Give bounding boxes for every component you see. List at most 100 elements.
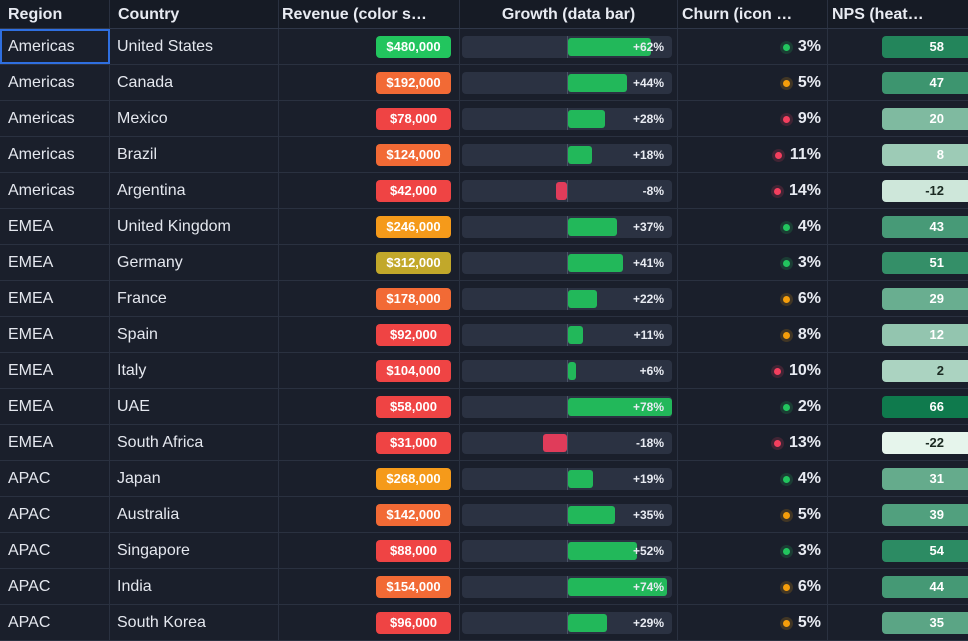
cell-growth[interactable]: -18% <box>460 425 678 460</box>
cell-region[interactable]: EMEA <box>0 245 110 280</box>
column-header-nps[interactable]: NPS (heat… <box>832 6 924 23</box>
cell-churn[interactable]: 14% <box>678 173 828 208</box>
column-header-churn[interactable]: Churn (icon … <box>678 0 828 28</box>
cell-country[interactable]: Brazil <box>110 137 279 172</box>
cell-revenue[interactable]: $31,000 <box>279 425 460 460</box>
cell-churn[interactable]: 11% <box>678 137 828 172</box>
cell-churn[interactable]: 8% <box>678 317 828 352</box>
cell-nps[interactable]: 12 <box>828 317 968 352</box>
cell-churn[interactable]: 10% <box>678 353 828 388</box>
cell-revenue[interactable]: $104,000 <box>279 353 460 388</box>
cell-revenue[interactable]: $268,000 <box>279 461 460 496</box>
table-row[interactable]: EMEA Germany $312,000 +41% 3% 51 <box>0 245 968 281</box>
cell-region[interactable]: EMEA <box>0 317 110 352</box>
cell-region[interactable]: APAC <box>0 605 110 640</box>
cell-region[interactable]: Americas <box>0 65 110 100</box>
cell-churn[interactable]: 13% <box>678 425 828 460</box>
cell-region[interactable]: APAC <box>0 533 110 568</box>
cell-country[interactable]: Italy <box>110 353 279 388</box>
cell-growth[interactable]: +22% <box>460 281 678 316</box>
cell-revenue[interactable]: $192,000 <box>279 65 460 100</box>
column-header-region[interactable]: Region <box>0 0 110 28</box>
cell-nps[interactable]: 51 <box>828 245 968 280</box>
cell-country[interactable]: Japan <box>110 461 279 496</box>
cell-country[interactable]: India <box>110 569 279 604</box>
cell-country[interactable]: Canada <box>110 65 279 100</box>
cell-growth[interactable]: +6% <box>460 353 678 388</box>
cell-revenue[interactable]: $246,000 <box>279 209 460 244</box>
table-row[interactable]: EMEA United Kingdom $246,000 +37% 4% 43 <box>0 209 968 245</box>
table-row[interactable]: APAC India $154,000 +74% 6% 44 <box>0 569 968 605</box>
cell-revenue[interactable]: $480,000 <box>279 29 460 64</box>
cell-region[interactable]: Americas <box>0 173 110 208</box>
column-header-growth[interactable]: Growth (data bar) <box>460 0 678 28</box>
cell-nps[interactable]: 58 <box>828 29 968 64</box>
cell-region[interactable]: EMEA <box>0 389 110 424</box>
table-row[interactable]: Americas Brazil $124,000 +18% 11% 8 <box>0 137 968 173</box>
cell-revenue[interactable]: $78,000 <box>279 101 460 136</box>
cell-growth[interactable]: +28% <box>460 101 678 136</box>
cell-nps[interactable]: 2 <box>828 353 968 388</box>
cell-nps[interactable]: 29 <box>828 281 968 316</box>
cell-growth[interactable]: +78% <box>460 389 678 424</box>
table-row[interactable]: EMEA Spain $92,000 +11% 8% 12 <box>0 317 968 353</box>
cell-revenue[interactable]: $312,000 <box>279 245 460 280</box>
column-header-country[interactable]: Country <box>110 0 279 28</box>
cell-nps[interactable]: 47 <box>828 65 968 100</box>
table-row[interactable]: EMEA South Africa $31,000 -18% 13% -22 <box>0 425 968 461</box>
cell-revenue[interactable]: $124,000 <box>279 137 460 172</box>
cell-growth[interactable]: +44% <box>460 65 678 100</box>
cell-growth[interactable]: +29% <box>460 605 678 640</box>
table-row[interactable]: EMEA Italy $104,000 +6% 10% 2 <box>0 353 968 389</box>
cell-region[interactable]: APAC <box>0 569 110 604</box>
cell-revenue[interactable]: $142,000 <box>279 497 460 532</box>
cell-revenue[interactable]: $178,000 <box>279 281 460 316</box>
cell-growth[interactable]: +62% <box>460 29 678 64</box>
cell-growth[interactable]: +11% <box>460 317 678 352</box>
table-row[interactable]: APAC Australia $142,000 +35% 5% 39 <box>0 497 968 533</box>
cell-growth[interactable]: -8% <box>460 173 678 208</box>
cell-region[interactable]: APAC <box>0 497 110 532</box>
cell-revenue[interactable]: $88,000 <box>279 533 460 568</box>
cell-country[interactable]: UAE <box>110 389 279 424</box>
cell-churn[interactable]: 3% <box>678 29 828 64</box>
cell-growth[interactable]: +74% <box>460 569 678 604</box>
cell-churn[interactable]: 6% <box>678 281 828 316</box>
cell-country[interactable]: Spain <box>110 317 279 352</box>
cell-region[interactable]: EMEA <box>0 281 110 316</box>
cell-nps[interactable]: 66 <box>828 389 968 424</box>
cell-country[interactable]: Australia <box>110 497 279 532</box>
cell-country[interactable]: South Korea <box>110 605 279 640</box>
cell-churn[interactable]: 6% <box>678 569 828 604</box>
cell-growth[interactable]: +41% <box>460 245 678 280</box>
cell-churn[interactable]: 3% <box>678 533 828 568</box>
cell-region[interactable]: EMEA <box>0 353 110 388</box>
cell-region[interactable]: EMEA <box>0 425 110 460</box>
cell-nps[interactable]: 8 <box>828 137 968 172</box>
cell-country[interactable]: Germany <box>110 245 279 280</box>
cell-country[interactable]: United States <box>110 29 279 64</box>
cell-revenue[interactable]: $42,000 <box>279 173 460 208</box>
cell-country[interactable]: Singapore <box>110 533 279 568</box>
cell-revenue[interactable]: $92,000 <box>279 317 460 352</box>
cell-nps[interactable]: 20 <box>828 101 968 136</box>
cell-nps[interactable]: -12 <box>828 173 968 208</box>
cell-revenue[interactable]: $154,000 <box>279 569 460 604</box>
cell-region[interactable]: APAC <box>0 461 110 496</box>
cell-nps[interactable]: 54 <box>828 533 968 568</box>
cell-region[interactable]: Americas <box>0 101 110 136</box>
cell-revenue[interactable]: $58,000 <box>279 389 460 424</box>
cell-nps[interactable]: 39 <box>828 497 968 532</box>
table-row[interactable]: Americas Canada $192,000 +44% 5% 47 <box>0 65 968 101</box>
cell-churn[interactable]: 3% <box>678 245 828 280</box>
cell-nps[interactable]: 31 <box>828 461 968 496</box>
cell-churn[interactable]: 5% <box>678 497 828 532</box>
cell-nps[interactable]: 44 <box>828 569 968 604</box>
cell-churn[interactable]: 4% <box>678 461 828 496</box>
cell-churn[interactable]: 5% <box>678 65 828 100</box>
cell-growth[interactable]: +37% <box>460 209 678 244</box>
cell-growth[interactable]: +52% <box>460 533 678 568</box>
cell-growth[interactable]: +35% <box>460 497 678 532</box>
cell-revenue[interactable]: $96,000 <box>279 605 460 640</box>
table-row[interactable]: APAC Singapore $88,000 +52% 3% 54 <box>0 533 968 569</box>
